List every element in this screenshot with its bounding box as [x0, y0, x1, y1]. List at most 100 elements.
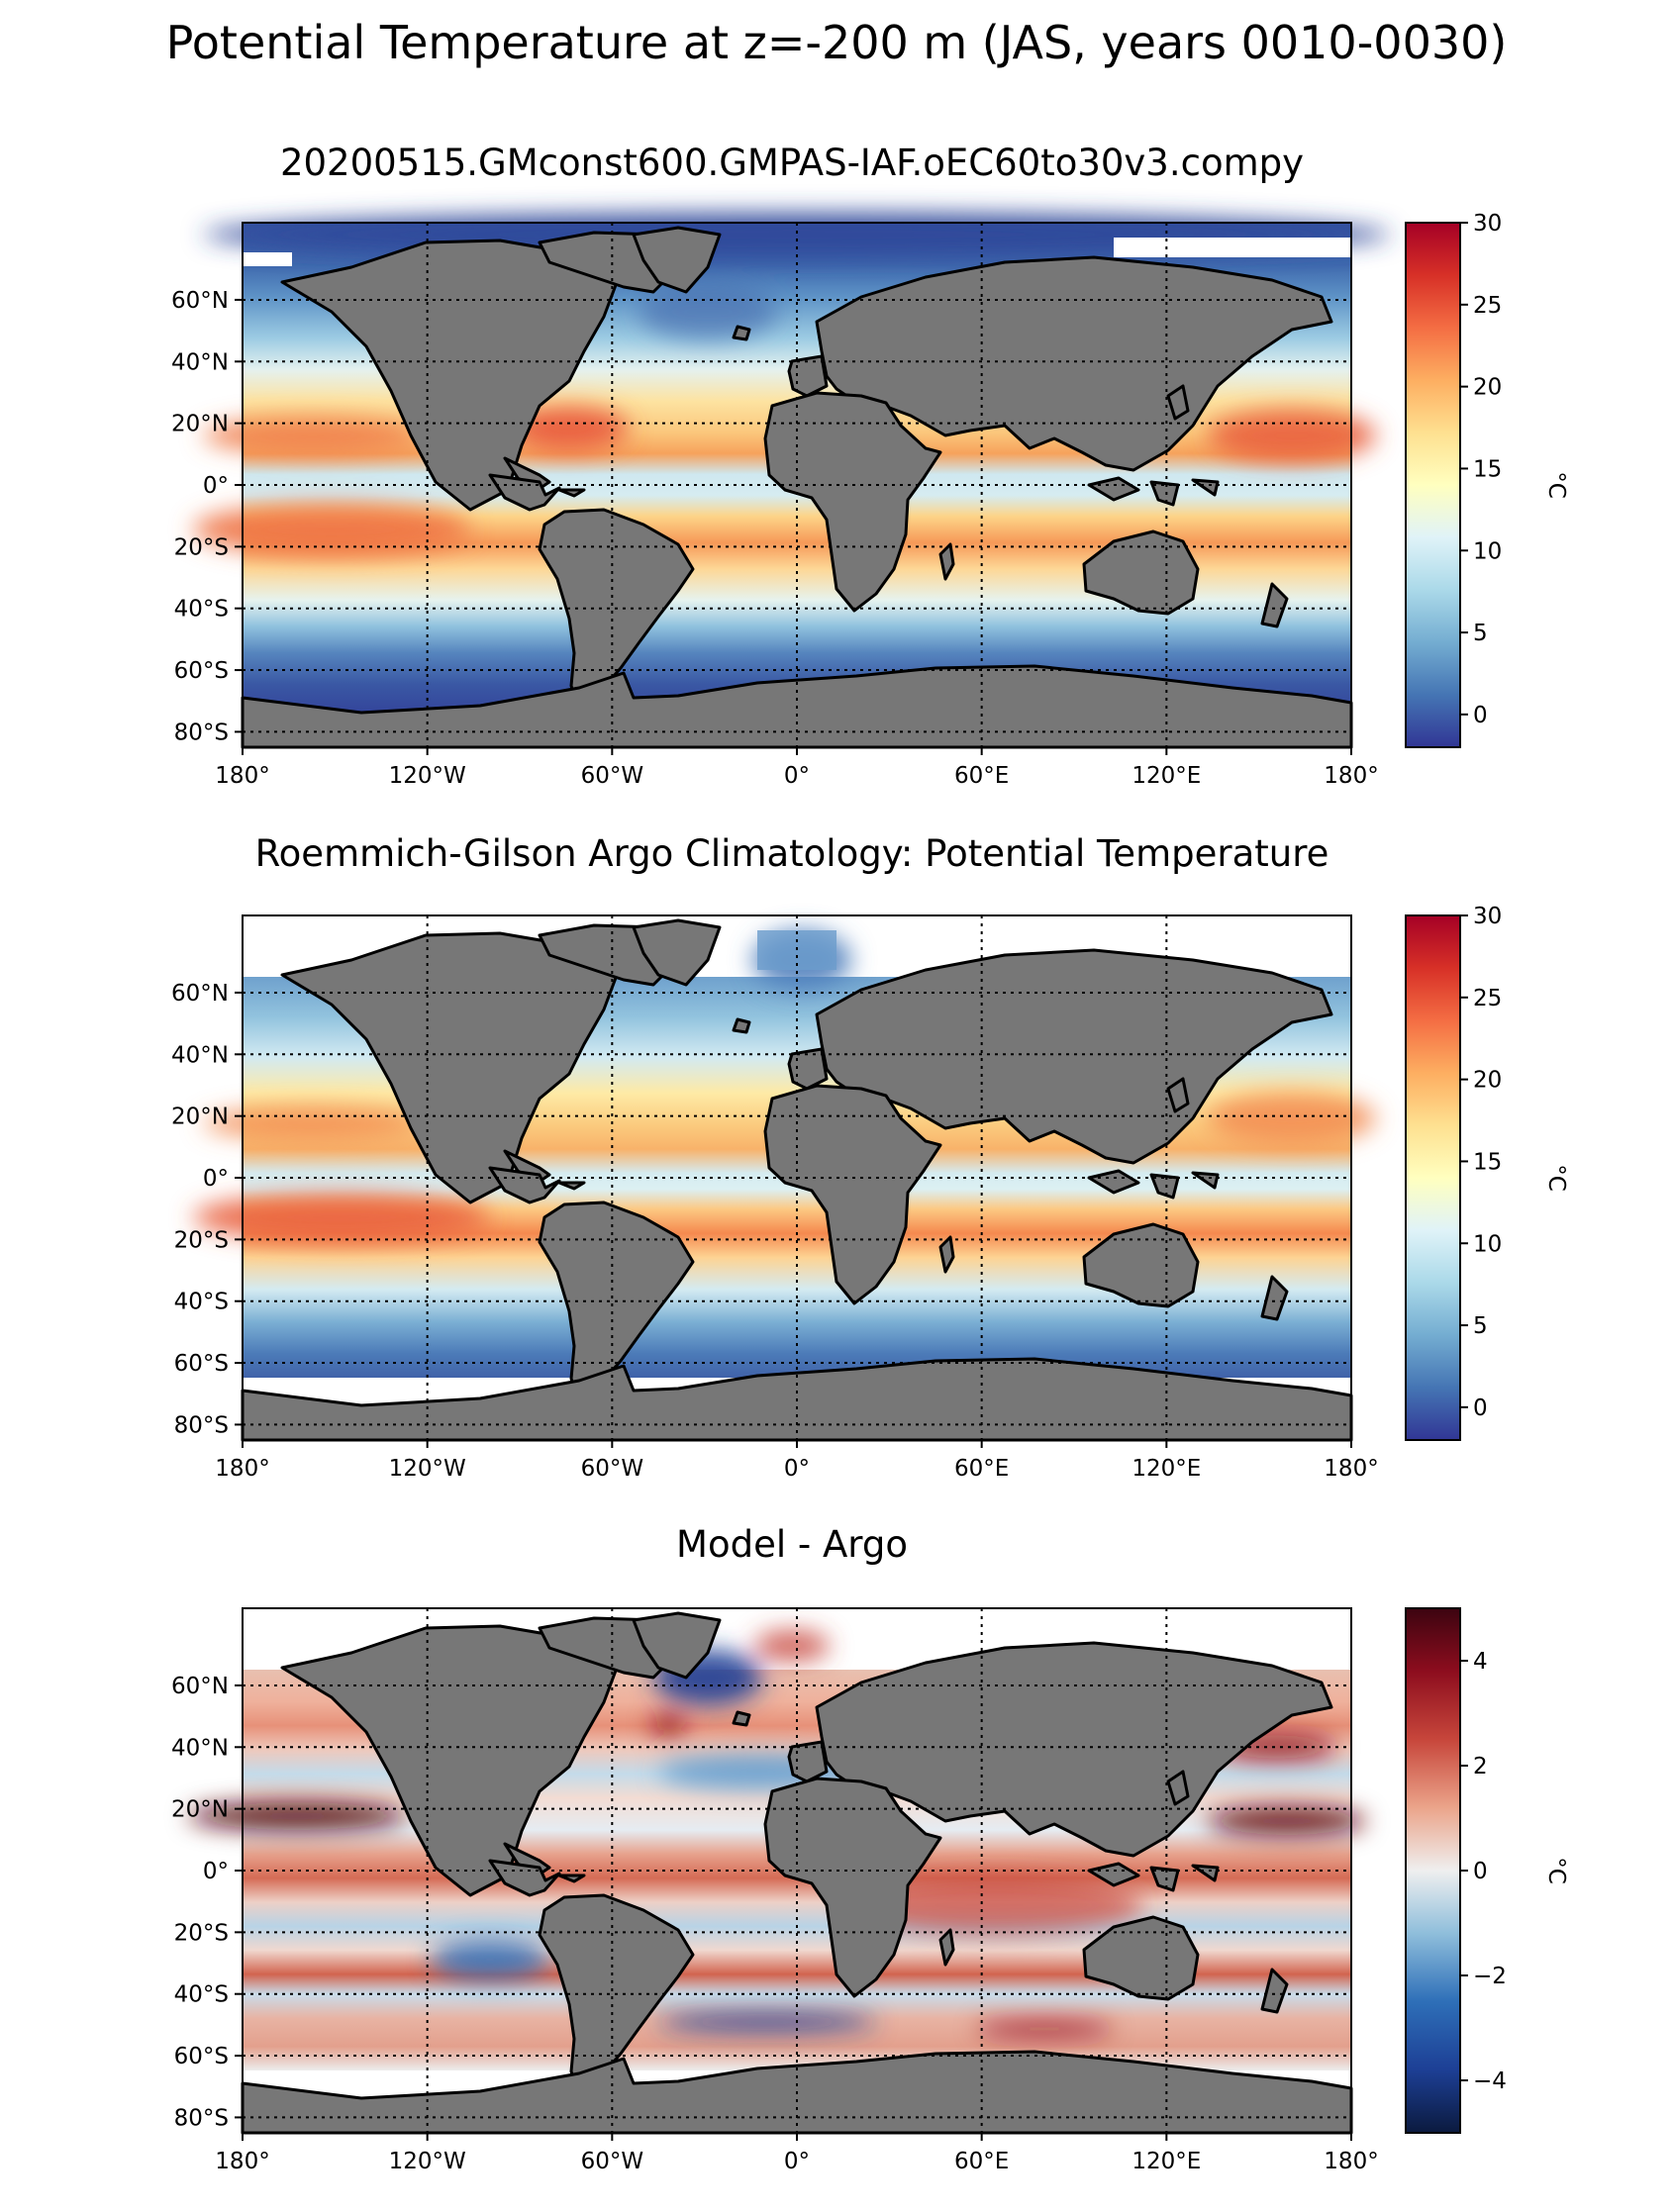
panel-1-y-ticks: 80°S 60°S 40°S 20°S 0° 20°N 40°N 60°N	[171, 288, 243, 745]
colorbar-1-tick-label: 0	[1473, 703, 1488, 728]
panel-3-y-tick-label: 40°S	[174, 1982, 229, 2008]
panel-2-west-pacific-warm	[1208, 1093, 1376, 1144]
colorbar-2-tick-label: 20	[1473, 1068, 1502, 1094]
panel-3-y-tick-label: 20°S	[174, 1920, 229, 1946]
panel-2-title: Roemmich-Gilson Argo Climatology: Potent…	[254, 832, 1329, 875]
colorbar-1-tick-label: 15	[1473, 456, 1502, 482]
panel-1-y-tick-label: 40°S	[174, 597, 229, 623]
colorbar-3-tick-label: 0	[1473, 1859, 1488, 1884]
colorbar-2-label: °C	[1543, 1164, 1569, 1192]
colorbar-3-label: °C	[1543, 1857, 1569, 1884]
panel-3-y-tick-label: 20°N	[171, 1797, 229, 1823]
panel-2-x-tick-label: 180°	[1324, 1456, 1378, 1482]
panel-1-map: 180° 120°W 60°W 0° 60°E 120°E 180° 80°S 60°S 40°…	[171, 213, 1391, 789]
panel-3-x-tick-label: 60°W	[581, 2149, 644, 2174]
colorbar-3-tick-label: 4	[1473, 1649, 1488, 1675]
panel-2-x-tick-label: 120°W	[389, 1456, 466, 1482]
panel-2-gridlines	[243, 915, 1351, 1440]
panel-3-x-tick-label: 180°	[1324, 2149, 1378, 2174]
panel-3-gridlines	[243, 1608, 1351, 2133]
panel-2-x-tick-label: 120°E	[1132, 1456, 1201, 1482]
colorbar-1-tick-label: 20	[1473, 375, 1502, 401]
panel-1-y-tick-label: 60°S	[174, 658, 229, 684]
panel-3-y-tick-label: 0°	[203, 1859, 229, 1884]
panel-3-x-tick-label: 0°	[784, 2149, 810, 2174]
colorbar-2-tick-label: 0	[1473, 1395, 1488, 1421]
panel-1-x-ticks: 180° 120°W 60°W 0° 60°E 120°E 180°	[215, 747, 1379, 789]
panel-1-y-tick-label: 80°S	[174, 720, 229, 745]
panel-2-y-ticks: 80°S 60°S 40°S 20°S 0° 20°N 40°N 60°N	[171, 981, 243, 1438]
colorbar-2-tick-label: 5	[1473, 1313, 1488, 1339]
panel-2-x-tick-label: 60°W	[581, 1456, 644, 1482]
panel-2-south-pacific-warm-band	[193, 1194, 490, 1241]
panel-1-y-tick-label: 60°N	[171, 288, 229, 314]
panel-2-y-tick-label: 20°S	[174, 1227, 229, 1253]
panel-3-x-tick-label: 180°	[215, 2149, 269, 2174]
panel-1-x-tick-label: 60°E	[954, 763, 1009, 789]
colorbar-1-label: °C	[1543, 471, 1569, 499]
panel-1-y-tick-label: 20°S	[174, 534, 229, 560]
panel-3-x-tick-label: 60°E	[954, 2149, 1009, 2174]
panel-2-map: 180° 120°W 60°W 0° 60°E 120°E 180° 80°S 60°S 40°…	[171, 914, 1379, 1482]
panel-1-gulf-caribbean-warm	[510, 407, 629, 450]
panel-1-south-pacific-warm-band	[193, 504, 470, 555]
panel-1-x-tick-label: 60°W	[581, 763, 644, 789]
panel-2-north-pacific-warm-band	[203, 1107, 421, 1139]
panel-1-x-tick-label: 120°E	[1132, 763, 1201, 789]
panel-3-indian-ocean-warm-bias	[846, 1875, 1143, 1935]
panel-2-y-tick-label: 40°S	[174, 1290, 229, 1315]
panel-1-x-tick-label: 180°	[215, 763, 269, 789]
panel-2-x-tick-label: 0°	[784, 1456, 810, 1482]
panel-2-y-tick-label: 80°S	[174, 1412, 229, 1438]
panel-1-y-tick-label: 0°	[203, 473, 229, 499]
colorbar-2-bar	[1405, 914, 1461, 1441]
panel-1-x-tick-label: 180°	[1324, 763, 1378, 789]
colorbar-3-bar	[1405, 1607, 1461, 2134]
panel-1-x-tick-label: 120°W	[389, 763, 466, 789]
panel-3-west-pacific-warm-bias	[1208, 1807, 1366, 1835]
colorbar-1-tick-label: 5	[1473, 621, 1488, 646]
panel-2-x-tick-label: 60°E	[954, 1456, 1009, 1482]
colorbar-1-bar	[1405, 222, 1461, 748]
panel-2-y-tick-label: 60°N	[171, 981, 229, 1007]
panel-3-gulf-stream-warm-bias	[650, 1715, 686, 1735]
colorbar-3: −4 −2 0 2 4 °C	[1405, 1607, 1569, 2134]
colorbar-3-tick-label: −2	[1473, 1964, 1507, 1989]
panel-3-irminger-warm-bias	[754, 1630, 830, 1662]
panel-2-y-tick-label: 60°S	[174, 1351, 229, 1377]
panel-3-y-tick-label: 60°S	[174, 2044, 229, 2069]
panel-3-y-ticks: 80°S 60°S 40°S 20°S 0° 20°N 40°N 60°N	[171, 1674, 243, 2131]
colorbar-2-tick-label: 30	[1473, 904, 1502, 929]
panel-3-map: 180° 120°W 60°W 0° 60°E 120°E 180° 80°S 60°S 40°…	[171, 1607, 1379, 2174]
colorbar-2-ticks: 0 5 10 15 20 25 30	[1460, 904, 1502, 1421]
panel-3-south-atlantic-cold-bias	[658, 2012, 876, 2032]
panel-1-atlantic-subpolar-cold	[639, 284, 777, 339]
panel-1-title: 20200515.GMconst600.GMPAS-IAF.oEC60to30v…	[279, 142, 1305, 184]
colorbar-1-tick-label: 30	[1473, 211, 1502, 237]
panel-1-arctic-nodata	[1114, 238, 1351, 257]
colorbar-3-tick-label: −4	[1473, 2068, 1507, 2094]
colorbar-1: 0 5 10 15 20 25 30 °C	[1405, 211, 1569, 748]
colorbar-3-ticks: −4 −2 0 2 4	[1460, 1649, 1507, 2094]
panel-1-north-pacific-warm-band	[203, 418, 421, 453]
panel-3-x-ticks: 180° 120°W 60°W 0° 60°E 120°E 180°	[215, 2133, 1379, 2174]
panel-1-y-tick-label: 40°N	[171, 349, 229, 375]
panel-2-y-tick-label: 20°N	[171, 1105, 229, 1130]
panel-1-x-tick-label: 0°	[784, 763, 810, 789]
colorbar-3-tick-label: 2	[1473, 1754, 1488, 1779]
panel-3-acc-warm-bias	[975, 2021, 1114, 2037]
panel-1-y-tick-label: 20°N	[171, 412, 229, 437]
panel-2-y-tick-label: 0°	[203, 1166, 229, 1192]
colorbar-1-tick-label: 10	[1473, 538, 1502, 564]
panel-3-title: Model - Argo	[676, 1523, 908, 1566]
panel-2-x-tick-label: 180°	[215, 1456, 269, 1482]
colorbar-2-tick-label: 10	[1473, 1231, 1502, 1257]
panel-1-gridlines	[243, 223, 1351, 747]
colorbar-1-ticks: 0 5 10 15 20 25 30	[1460, 211, 1502, 728]
colorbar-2-tick-label: 25	[1473, 986, 1502, 1011]
panel-3-y-tick-label: 80°S	[174, 2105, 229, 2131]
panel-2-y-tick-label: 40°N	[171, 1042, 229, 1068]
panel-3-x-tick-label: 120°W	[389, 2149, 466, 2174]
panel-3-southeast-pacific-cold-bias	[431, 1940, 549, 1979]
